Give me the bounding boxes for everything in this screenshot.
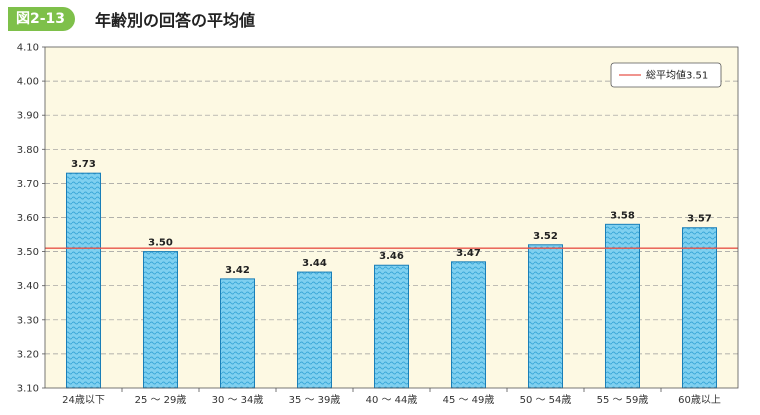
chart-title: 年齢別の回答の平均値	[95, 11, 256, 30]
data-label: 3.47	[456, 248, 481, 259]
bar	[297, 271, 332, 389]
bar	[451, 261, 486, 389]
bar	[374, 264, 409, 389]
bar	[220, 278, 255, 389]
figure-number-badge: 図2-13	[8, 7, 76, 31]
data-label: 3.42	[225, 265, 250, 276]
x-tick-label: 40 ～ 44歳	[366, 394, 418, 406]
bar	[528, 244, 563, 389]
bar	[682, 227, 717, 389]
x-tick-label: 25 ～ 29歳	[135, 394, 187, 406]
legend-label: 総平均値3.51	[646, 69, 708, 82]
data-label: 3.44	[302, 258, 327, 269]
data-label: 3.57	[687, 214, 712, 225]
data-label: 3.50	[148, 238, 173, 249]
y-tick-label: 3.50	[17, 247, 39, 258]
y-tick-label: 3.20	[17, 349, 39, 360]
y-tick-label: 3.10	[17, 384, 39, 395]
legend: 総平均値3.51	[610, 62, 722, 88]
x-tick-label: 45 ～ 49歳	[443, 394, 495, 406]
labels: 3.10 3.20 3.30 3.40 3.50 3.60 3.70 3.80 3.90 4.00…	[17, 43, 721, 407]
x-tick-label: 55 ～ 59歳	[597, 394, 649, 406]
x-tick-label: 50 ～ 54歳	[520, 394, 572, 406]
bars	[66, 172, 717, 389]
y-tick-label: 4.10	[17, 43, 39, 54]
y-tick-label: 3.70	[17, 179, 39, 190]
bar	[605, 223, 640, 389]
y-tick-label: 3.80	[17, 145, 39, 156]
bar	[143, 251, 178, 389]
legend-box	[610, 62, 722, 88]
y-tick-label: 3.60	[17, 213, 39, 224]
figure-header: 図2-13 年齢別の回答の平均値	[8, 6, 255, 32]
data-label: 3.73	[71, 159, 96, 170]
x-tick-label: 35 ～ 39歳	[289, 394, 341, 406]
data-label: 3.58	[610, 210, 635, 221]
x-tick-label: 24歳以下	[62, 394, 105, 406]
y-tick-label: 3.90	[17, 111, 39, 122]
y-tick-label: 3.30	[17, 315, 39, 326]
data-label: 3.46	[379, 251, 404, 262]
data-label: 3.52	[533, 231, 558, 242]
axes	[42, 46, 739, 392]
bar	[66, 172, 101, 389]
x-tick-label: 30 ～ 34歳	[212, 394, 264, 406]
y-tick-label: 4.00	[17, 77, 39, 88]
x-tick-label: 60歳以上	[678, 394, 721, 406]
y-tick-label: 3.40	[17, 281, 39, 292]
